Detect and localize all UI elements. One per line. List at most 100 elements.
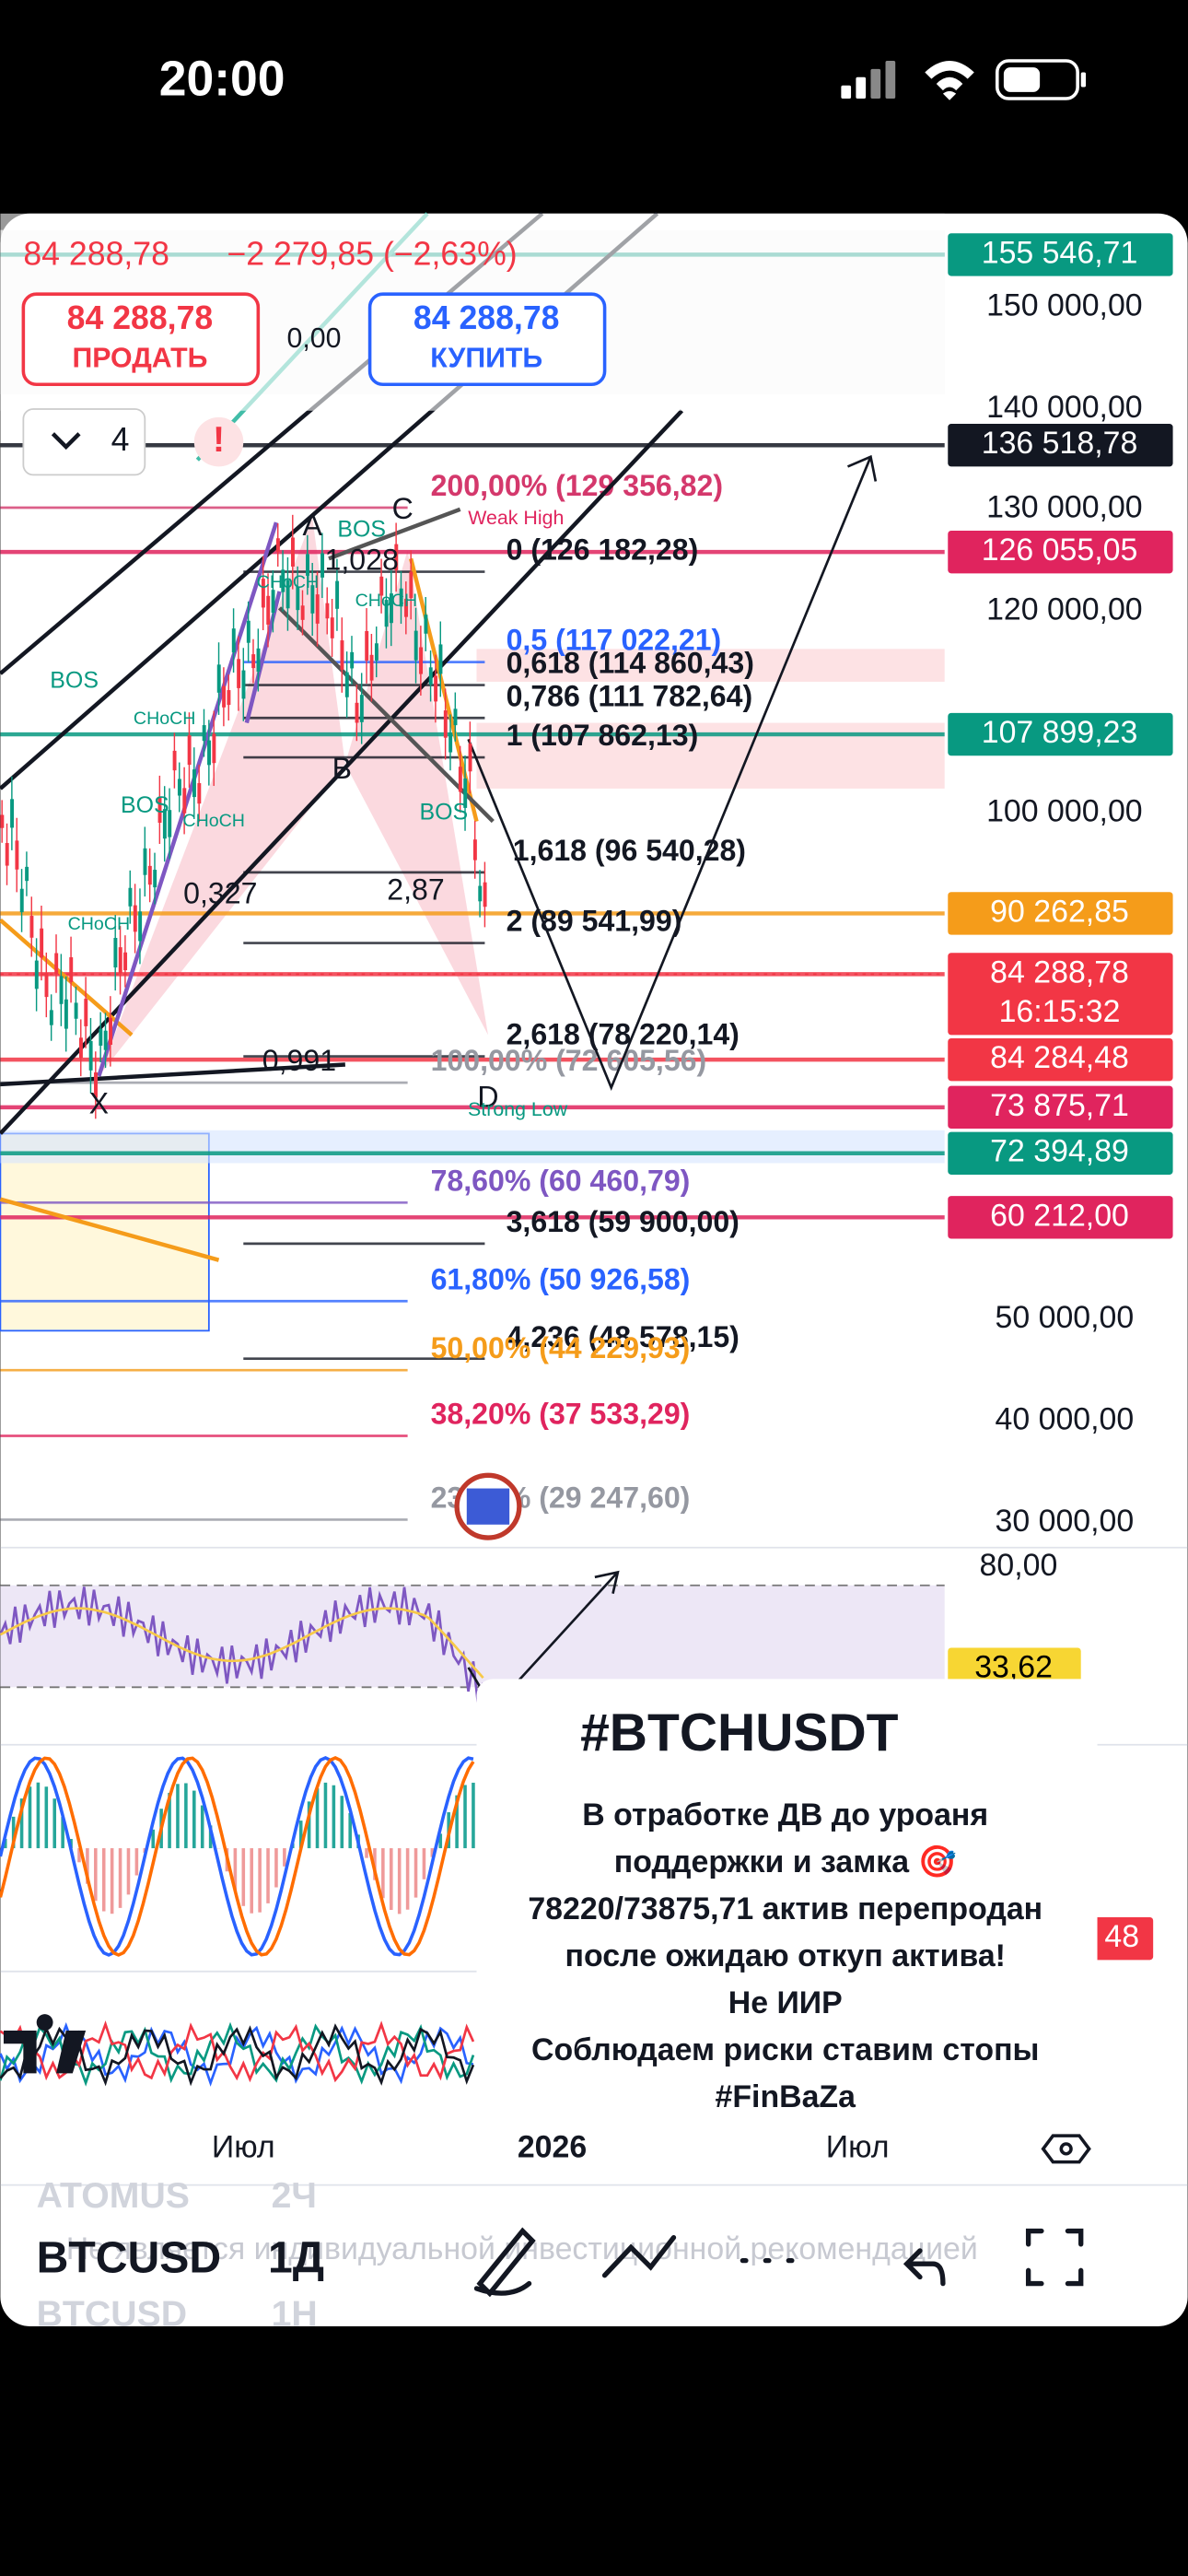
candle-body	[448, 732, 453, 753]
candle-body	[172, 750, 177, 771]
signal-line	[0, 1756, 475, 1957]
candle-body	[428, 667, 433, 685]
trend-line	[0, 1197, 220, 1262]
candle-body	[438, 644, 443, 674]
price-axis-label: 140 000,00	[986, 390, 1143, 425]
sell-price: 84 288,78	[67, 299, 214, 336]
rsi-axis-label: 80,00	[980, 1548, 1058, 1583]
toolbar-interval[interactable]: 1Д	[268, 2232, 324, 2282]
fib-label: 50,00% (44 229,93)	[431, 1331, 691, 1364]
candle-body	[359, 695, 364, 722]
time-axis-label: Июл	[212, 2129, 275, 2164]
macd-hist	[3, 1838, 7, 1849]
macd-hist	[44, 1786, 49, 1849]
candle-body	[54, 953, 59, 975]
pattern-leg	[277, 507, 495, 824]
candle-body	[296, 586, 300, 611]
price-badge	[948, 530, 1173, 574]
structure-label: CHoCH	[355, 591, 418, 611]
ghost-interval: 2Ч	[272, 2175, 317, 2216]
pattern-tool[interactable]	[601, 2234, 677, 2278]
candle-body	[320, 553, 325, 578]
macd-hist	[52, 1798, 57, 1849]
price-badge-label: 107 899,23	[982, 715, 1138, 750]
draw-tool[interactable]	[473, 2227, 536, 2298]
candle-body	[138, 911, 143, 942]
candle-body	[49, 1010, 53, 1025]
annotation-line: Соблюдаем риски ставим стопы	[531, 2032, 1039, 2067]
candle-body	[478, 885, 483, 902]
ghost-symbol: ATOMUS	[37, 2175, 190, 2216]
candle-body	[404, 598, 408, 617]
macd-hist	[307, 1801, 311, 1849]
macd-hist	[340, 1796, 344, 1849]
fullscreen-button[interactable]	[1025, 2228, 1084, 2287]
settings-icon[interactable]	[1041, 2134, 1091, 2164]
candle-body	[285, 580, 290, 609]
price-axis-label: 100 000,00	[986, 794, 1143, 829]
candle-body	[330, 617, 334, 638]
candle-body	[128, 887, 133, 907]
candle-body	[344, 672, 349, 697]
time-axis-label: Июл	[826, 2129, 890, 2164]
macd-hist	[94, 1848, 98, 1902]
price-badge	[948, 1085, 1173, 1130]
candle-body	[197, 783, 202, 804]
status-icons	[841, 59, 1087, 100]
macd-hist	[438, 1833, 443, 1849]
candle-body	[103, 1030, 108, 1050]
buy-button[interactable]	[367, 292, 607, 387]
annotation-line: #FinBaZa	[715, 2079, 856, 2114]
buy-price: 84 288,78	[413, 299, 560, 336]
fib-label: 78,60% (60 460,79)	[431, 1164, 691, 1197]
toolbar-symbol[interactable]: BTCUSD	[37, 2232, 222, 2282]
macd-hist	[233, 1848, 238, 1891]
candle-body	[350, 651, 355, 669]
price-badge-label: 155 546,71	[982, 235, 1138, 270]
candle-body	[483, 882, 487, 907]
macd-hist	[332, 1785, 336, 1849]
candle-body	[113, 938, 118, 968]
price-badge-timer: 16:15:32	[999, 994, 1121, 1029]
macd-hist	[274, 1848, 278, 1888]
layers-toggle[interactable]	[22, 408, 146, 476]
undo-button[interactable]	[903, 2248, 946, 2287]
candle-body	[192, 769, 196, 798]
candle-body	[44, 972, 49, 998]
price-badge-label: 84 284,48	[990, 1040, 1129, 1075]
annotation-card	[476, 1679, 1098, 2131]
price-axis-label: 130 000,00	[986, 490, 1143, 525]
macd-hist	[110, 1848, 114, 1914]
layers-count: 4	[111, 421, 130, 458]
candle-body	[389, 593, 393, 624]
candle-body	[109, 1017, 112, 1046]
macd-hist	[405, 1848, 410, 1910]
fib-label: 2 (89 541,99)	[507, 905, 682, 938]
candle-body	[182, 788, 187, 814]
fib-label: 4,236 (48 578,15)	[507, 1320, 740, 1353]
candle-body	[0, 814, 5, 828]
fib-label: 200,00% (129 356,82)	[431, 469, 723, 502]
alert-mark: !	[213, 419, 225, 460]
macd-hist	[36, 1782, 41, 1849]
structure-label: CHoCH	[134, 708, 196, 729]
spread: 0,00	[286, 323, 341, 354]
sell-button[interactable]	[21, 292, 261, 387]
macd-hist	[397, 1848, 402, 1914]
macd-hist	[19, 1798, 24, 1849]
candle-body	[468, 744, 472, 772]
pattern-label: 1,028	[325, 543, 399, 576]
price-axis-label: 30 000,00	[996, 1504, 1135, 1539]
candle-body	[374, 643, 379, 661]
trend-line	[244, 591, 282, 724]
fib-label: 1 (107 862,13)	[507, 719, 699, 752]
candle-body	[168, 810, 172, 837]
macd-hist	[283, 1848, 286, 1867]
macd-hist	[258, 1848, 262, 1913]
trend-line	[0, 409, 684, 1135]
trend-line	[97, 521, 279, 1077]
candle-body	[231, 628, 236, 653]
candle-body	[394, 544, 399, 571]
candle-body	[275, 538, 280, 552]
pattern-label: 0,327	[183, 876, 257, 909]
